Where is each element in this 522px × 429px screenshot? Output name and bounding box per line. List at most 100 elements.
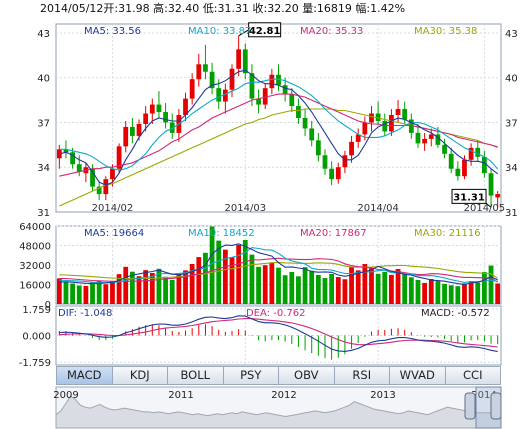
navigator-year-label: 2013 (370, 390, 395, 401)
volume-ma10-line (59, 247, 498, 284)
date-tick-label: 2014/03 (225, 203, 267, 214)
volume-bar (269, 262, 275, 304)
candle-body (389, 115, 394, 132)
candle-body (76, 164, 82, 172)
date-tick-label: 2014/04 (357, 203, 399, 214)
macd-dea-line (59, 318, 498, 348)
price-tick-left: 31 (37, 208, 50, 219)
volume-bar (448, 285, 454, 304)
candle-body (289, 94, 295, 107)
candle-body (342, 155, 348, 168)
volume-bar (96, 280, 102, 304)
volume-bar (116, 274, 122, 304)
tab-obv[interactable]: OBV (279, 367, 335, 384)
candle-body (322, 155, 328, 169)
volume-bar (83, 285, 89, 304)
price-tick-left: 40 (37, 74, 50, 85)
navigator-left-handle (464, 392, 476, 420)
candle-body (382, 120, 388, 132)
volume-bar (216, 240, 222, 304)
volume-bar (169, 279, 175, 304)
volume-bar (176, 274, 182, 304)
max-pointer (238, 29, 249, 37)
volume-bar (163, 276, 168, 304)
price-panel-frame (55, 23, 502, 213)
max-label-box (248, 22, 282, 38)
volume-bar (209, 226, 215, 304)
tab-boll[interactable]: BOLL (168, 367, 224, 384)
candle-body (163, 112, 168, 123)
candle-body (256, 98, 261, 105)
volume-bar (455, 286, 461, 304)
quote-high: 高:32.40 (153, 2, 200, 15)
volume-bar (129, 271, 135, 304)
volume-bar (349, 266, 354, 304)
price-tick-left: 43 (37, 29, 50, 40)
tab-macd[interactable]: MACD (57, 367, 113, 384)
candle-body (189, 79, 195, 99)
volume-bar (203, 252, 208, 304)
volume-bar (63, 281, 69, 304)
candle-body (269, 74, 275, 89)
volume-bar (309, 270, 315, 304)
candle-body (262, 88, 268, 105)
tab-cci[interactable]: CCI (463, 368, 483, 382)
volume-bar (229, 257, 235, 304)
candle-body (369, 113, 374, 123)
candle-body (482, 156, 487, 174)
volume-bar (329, 274, 335, 304)
candle-body (276, 74, 281, 86)
candle-body (236, 49, 242, 69)
volume-legend-ma20: MA20: 17867 (300, 228, 367, 239)
volume-legend-ma10: MA10: 18452 (188, 228, 255, 239)
date-tick-label: 2014/05 (464, 203, 506, 214)
volume-bar (236, 244, 242, 304)
volume-bar (382, 271, 388, 304)
macd-tick-left: 0.000 (22, 332, 51, 343)
volume-bar (242, 240, 248, 304)
navigator-area (55, 395, 502, 429)
price-tick-right: 37 (505, 118, 518, 129)
min-label: 31.31 (453, 192, 485, 203)
candle-body (309, 128, 315, 141)
volume-bar (90, 282, 95, 304)
volume-bar (143, 270, 149, 304)
volume-bar (289, 271, 295, 304)
candle-body (355, 134, 361, 142)
navigator-right-handle (490, 392, 502, 420)
macd-tick-left: -1.759 (19, 358, 51, 369)
navigator-year-label: 2014 (471, 390, 496, 401)
tab-psy[interactable]: PSY (224, 367, 279, 384)
volume-bar (136, 276, 142, 304)
price-ma10-line (59, 78, 499, 171)
volume-bar (375, 273, 381, 304)
tab-wvad[interactable]: WVAD (390, 367, 446, 384)
candle-body (462, 159, 467, 177)
volume-bar (110, 281, 115, 304)
quote-change: 幅:1.42% (355, 2, 406, 15)
volume-bar (149, 273, 155, 304)
volume-bar (335, 277, 341, 304)
candle-body (70, 152, 75, 165)
candle-body (475, 147, 481, 157)
price-ma5-line (59, 69, 499, 186)
quote-close: 收:32.20 (252, 2, 299, 15)
candle-body (242, 49, 248, 74)
volume-bar (402, 272, 408, 304)
candle-body (156, 104, 162, 113)
candle-body (90, 168, 95, 187)
price-tick-left: 37 (37, 118, 50, 129)
tab-kdj[interactable]: KDJ (113, 367, 168, 384)
volume-bar (276, 267, 281, 304)
candle-body (335, 167, 341, 180)
candle-body (222, 89, 228, 102)
candle-body (435, 134, 441, 145)
tab-rsi[interactable]: RSI (335, 367, 390, 384)
candle-body (296, 106, 301, 118)
volume-bar (362, 264, 368, 304)
volume-bar (415, 279, 421, 304)
volume-legend-ma5: MA5: 19664 (84, 228, 144, 239)
macd-legend-macd: MACD: -0.572 (421, 308, 490, 319)
candle-body (149, 104, 155, 114)
